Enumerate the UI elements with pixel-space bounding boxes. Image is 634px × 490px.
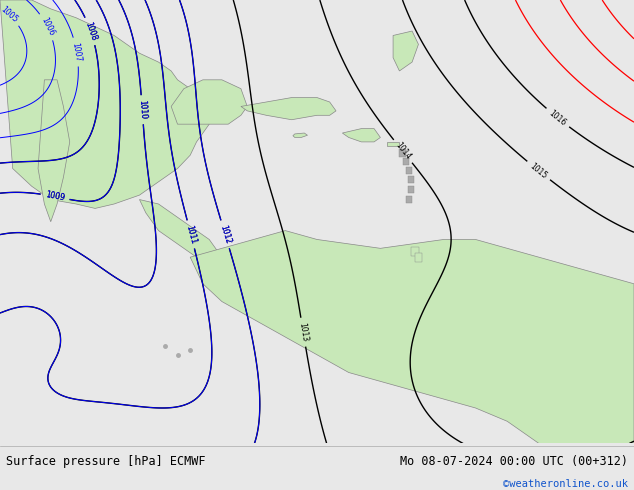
Text: 1016: 1016	[547, 108, 568, 127]
Text: 1007: 1007	[70, 42, 83, 62]
Polygon shape	[342, 128, 380, 142]
Text: Mo 08-07-2024 00:00 UTC (00+312): Mo 08-07-2024 00:00 UTC (00+312)	[399, 455, 628, 467]
Polygon shape	[38, 80, 70, 221]
Text: 1010: 1010	[137, 100, 148, 120]
Text: 1011: 1011	[184, 224, 198, 245]
Polygon shape	[387, 142, 399, 147]
Text: 1005: 1005	[0, 5, 19, 24]
Text: 1008: 1008	[83, 21, 98, 42]
Polygon shape	[403, 158, 409, 166]
Polygon shape	[241, 98, 336, 120]
Text: 1015: 1015	[528, 161, 549, 180]
Text: 1006: 1006	[39, 16, 56, 37]
Text: 1011: 1011	[184, 224, 198, 245]
Polygon shape	[408, 176, 414, 183]
Polygon shape	[139, 199, 235, 279]
Polygon shape	[171, 80, 247, 124]
Polygon shape	[408, 186, 414, 194]
Polygon shape	[190, 231, 634, 443]
Text: 1010: 1010	[137, 100, 148, 120]
Polygon shape	[415, 253, 422, 262]
Polygon shape	[293, 133, 307, 138]
Text: 1014: 1014	[393, 141, 412, 162]
Text: Surface pressure [hPa] ECMWF: Surface pressure [hPa] ECMWF	[6, 455, 206, 467]
Polygon shape	[406, 167, 412, 174]
Polygon shape	[411, 247, 419, 256]
Polygon shape	[393, 31, 418, 71]
Polygon shape	[0, 0, 209, 208]
Text: 1009: 1009	[45, 191, 65, 203]
Polygon shape	[399, 149, 406, 156]
Text: 1012: 1012	[218, 224, 232, 245]
Text: 1008: 1008	[83, 21, 98, 42]
Text: ©weatheronline.co.uk: ©weatheronline.co.uk	[503, 479, 628, 490]
Polygon shape	[406, 196, 412, 203]
Text: 1009: 1009	[45, 191, 65, 203]
Text: 1012: 1012	[218, 224, 232, 245]
Text: 1013: 1013	[297, 322, 309, 343]
